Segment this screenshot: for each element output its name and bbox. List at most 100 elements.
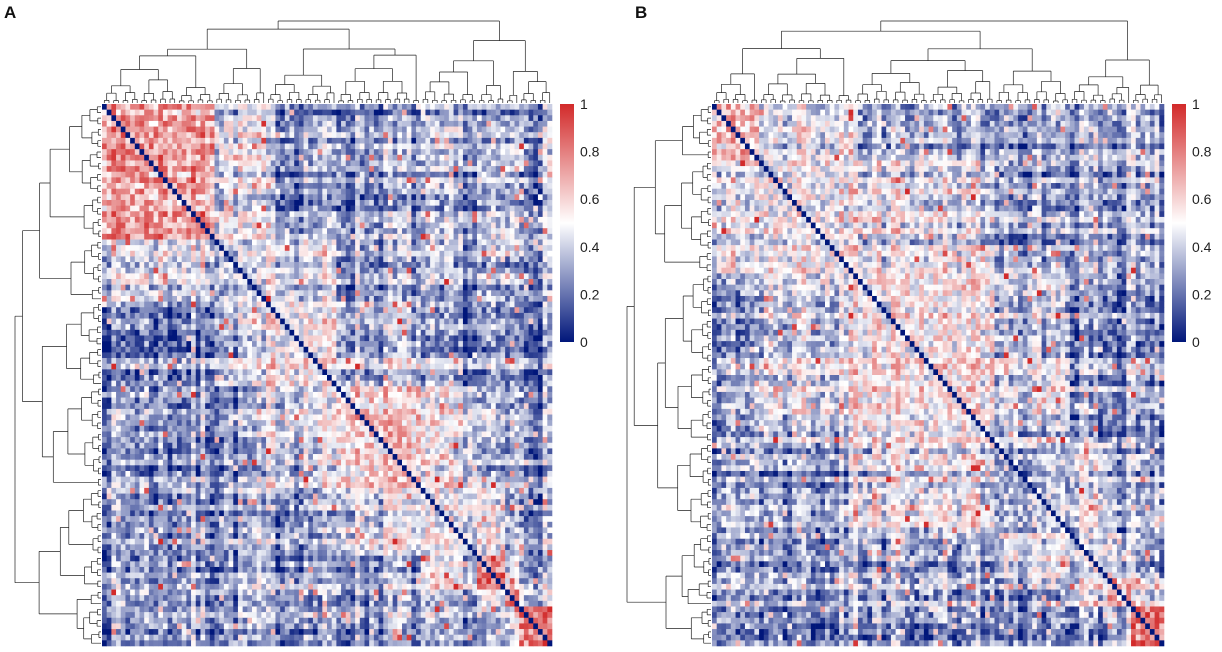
- heatmap-cell: [327, 233, 332, 240]
- heatmap-cell: [242, 109, 248, 116]
- heatmap-cell: [369, 341, 375, 348]
- heatmap-cell: [261, 324, 267, 331]
- heatmap-cell: [205, 256, 211, 263]
- heatmap-cell: [139, 295, 145, 302]
- heatmap-cell: [200, 391, 206, 398]
- heatmap-cell: [256, 256, 262, 263]
- heatmap-cell: [177, 216, 182, 223]
- heatmap-cell: [195, 160, 201, 167]
- heatmap-cell: [144, 160, 150, 167]
- heatmap-cell: [383, 233, 389, 240]
- heatmap-cell: [261, 120, 267, 127]
- heatmap-cell: [453, 346, 459, 353]
- heatmap-cell: [505, 324, 511, 331]
- heatmap-cell: [120, 290, 126, 297]
- heatmap-cell: [162, 262, 168, 269]
- heatmap-cell: [378, 177, 384, 184]
- heatmap-cell: [205, 290, 211, 297]
- heatmap-cell: [444, 380, 450, 387]
- heatmap-cell: [345, 267, 351, 274]
- heatmap-cell: [158, 194, 164, 201]
- heatmap-cell: [523, 194, 529, 201]
- heatmap-cell: [495, 194, 501, 201]
- heatmap-cell: [439, 171, 445, 178]
- heatmap-cell: [500, 137, 506, 144]
- heatmap-cell: [387, 177, 393, 184]
- heatmap-cell: [111, 284, 117, 291]
- heatmap-cell: [383, 279, 389, 285]
- heatmap-cell: [425, 386, 431, 393]
- heatmap-cell: [294, 307, 300, 314]
- heatmap-cell: [472, 120, 478, 127]
- heatmap-cell: [228, 233, 234, 240]
- heatmap-cell: [355, 312, 361, 319]
- heatmap-cell: [537, 284, 543, 291]
- heatmap-cell: [397, 284, 403, 291]
- heatmap-cell: [158, 391, 164, 398]
- heatmap-cell: [294, 188, 300, 195]
- heatmap-cell: [444, 205, 450, 212]
- heatmap-cell: [491, 183, 497, 189]
- heatmap-cell: [439, 318, 445, 325]
- heatmap-cell: [364, 109, 370, 116]
- heatmap-cell: [120, 104, 126, 110]
- heatmap-cell: [266, 216, 272, 223]
- heatmap-cell: [195, 341, 201, 348]
- heatmap-cell: [242, 115, 248, 122]
- heatmap-cell: [411, 245, 417, 252]
- heatmap-cell: [430, 199, 436, 206]
- heatmap-cell: [167, 284, 173, 291]
- heatmap-cell: [467, 335, 473, 342]
- heatmap-cell: [308, 115, 314, 122]
- heatmap-cell: [191, 177, 197, 184]
- heatmap-cell: [148, 239, 154, 246]
- heatmap-cell: [547, 256, 553, 263]
- heatmap-cell: [425, 369, 431, 376]
- heatmap-cell: [491, 228, 497, 235]
- heatmap-cell: [439, 324, 445, 331]
- heatmap-cell: [237, 166, 243, 173]
- heatmap-cell: [448, 363, 454, 370]
- heatmap-cell: [289, 375, 295, 381]
- heatmap-cell: [491, 284, 497, 291]
- heatmap-cell: [312, 335, 318, 342]
- heatmap-cell: [116, 386, 122, 393]
- heatmap-cell: [167, 177, 173, 184]
- heatmap-cell: [387, 363, 393, 370]
- heatmap-cell: [378, 211, 384, 218]
- heatmap-cell: [205, 279, 211, 285]
- heatmap-cell: [547, 109, 553, 116]
- heatmap-cell: [383, 250, 389, 257]
- heatmap-cell: [294, 290, 300, 297]
- heatmap-cell: [237, 222, 243, 229]
- heatmap-cell: [181, 307, 187, 314]
- heatmap-cell: [130, 391, 136, 398]
- heatmap-cell: [327, 386, 332, 393]
- heatmap-cell: [523, 126, 529, 133]
- heatmap-cell: [336, 391, 342, 398]
- heatmap-cell: [397, 301, 403, 308]
- heatmap-cell: [434, 211, 440, 218]
- heatmap-cell: [486, 324, 492, 331]
- heatmap-cell: [120, 199, 126, 206]
- heatmap-cell: [434, 183, 440, 189]
- heatmap-cell: [383, 216, 389, 223]
- heatmap-cell: [298, 256, 304, 263]
- heatmap-cell: [481, 199, 487, 206]
- heatmap-cell: [280, 267, 286, 274]
- heatmap-cell: [116, 329, 122, 336]
- heatmap-cell: [514, 262, 520, 269]
- heatmap-cell: [270, 363, 276, 370]
- heatmap-cell: [369, 188, 375, 195]
- heatmap-cell: [144, 239, 150, 246]
- heatmap-cell: [125, 284, 131, 291]
- heatmap-cell: [477, 386, 482, 393]
- heatmap-cell: [434, 137, 440, 144]
- heatmap-cell: [214, 188, 220, 195]
- heatmap-cell: [209, 211, 215, 218]
- heatmap-cell: [369, 279, 375, 285]
- heatmap-cell: [252, 171, 257, 178]
- heatmap-cell: [402, 352, 407, 359]
- heatmap-cell: [542, 284, 548, 291]
- heatmap-cell: [294, 329, 300, 336]
